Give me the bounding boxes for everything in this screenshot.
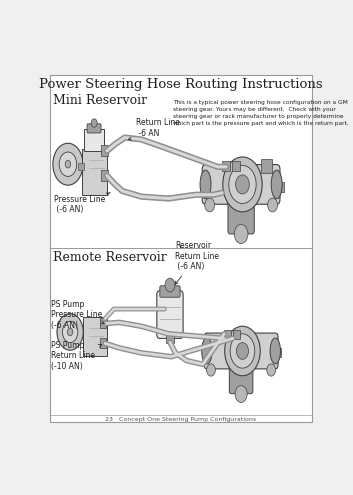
FancyBboxPatch shape bbox=[82, 148, 107, 195]
FancyBboxPatch shape bbox=[160, 286, 180, 297]
Text: Power Steering Hose Routing Instructions: Power Steering Hose Routing Instructions bbox=[39, 78, 323, 91]
Circle shape bbox=[235, 386, 247, 402]
Circle shape bbox=[230, 334, 255, 368]
FancyBboxPatch shape bbox=[84, 129, 104, 151]
Circle shape bbox=[53, 143, 83, 185]
Circle shape bbox=[205, 198, 215, 212]
FancyBboxPatch shape bbox=[202, 165, 280, 204]
Circle shape bbox=[237, 343, 249, 359]
FancyBboxPatch shape bbox=[157, 291, 183, 339]
FancyBboxPatch shape bbox=[83, 317, 107, 356]
Ellipse shape bbox=[270, 338, 281, 364]
FancyBboxPatch shape bbox=[100, 318, 106, 328]
Circle shape bbox=[65, 160, 71, 168]
FancyBboxPatch shape bbox=[101, 145, 108, 156]
FancyBboxPatch shape bbox=[228, 196, 254, 234]
FancyBboxPatch shape bbox=[100, 338, 106, 348]
Circle shape bbox=[57, 314, 83, 350]
FancyBboxPatch shape bbox=[166, 332, 174, 343]
FancyBboxPatch shape bbox=[275, 182, 283, 192]
Circle shape bbox=[207, 364, 215, 376]
Ellipse shape bbox=[271, 170, 282, 198]
Text: Reservoir
Return Line
 (-6 AN): Reservoir Return Line (-6 AN) bbox=[175, 241, 220, 285]
FancyBboxPatch shape bbox=[204, 333, 278, 369]
Text: Mini Reservoir: Mini Reservoir bbox=[53, 94, 147, 107]
Circle shape bbox=[268, 198, 277, 212]
Circle shape bbox=[165, 278, 175, 292]
Circle shape bbox=[67, 328, 73, 336]
FancyBboxPatch shape bbox=[87, 124, 101, 133]
FancyBboxPatch shape bbox=[222, 161, 230, 171]
Ellipse shape bbox=[200, 170, 211, 198]
Circle shape bbox=[236, 175, 249, 194]
FancyBboxPatch shape bbox=[233, 330, 240, 339]
Circle shape bbox=[267, 364, 276, 376]
Circle shape bbox=[62, 321, 78, 343]
FancyBboxPatch shape bbox=[223, 330, 231, 339]
FancyBboxPatch shape bbox=[101, 170, 108, 181]
Text: PS Pump
Pressure Line
(-6 AN): PS Pump Pressure Line (-6 AN) bbox=[51, 300, 105, 330]
Circle shape bbox=[234, 224, 248, 244]
Text: PS Pump
Return Line
(-10 AN): PS Pump Return Line (-10 AN) bbox=[51, 341, 102, 371]
FancyBboxPatch shape bbox=[78, 163, 84, 170]
Text: Return Line
 -6 AN: Return Line -6 AN bbox=[128, 118, 180, 140]
FancyBboxPatch shape bbox=[232, 161, 240, 171]
Text: 23   Concept One Steering Pump Configurations: 23 Concept One Steering Pump Configurati… bbox=[105, 417, 257, 422]
Circle shape bbox=[229, 165, 256, 203]
Circle shape bbox=[91, 119, 97, 127]
Text: Pressure Line
 (-6 AN): Pressure Line (-6 AN) bbox=[54, 193, 110, 214]
FancyBboxPatch shape bbox=[261, 159, 272, 173]
FancyBboxPatch shape bbox=[273, 348, 281, 357]
Text: Remote Reservoir: Remote Reservoir bbox=[53, 251, 167, 264]
Circle shape bbox=[59, 152, 77, 176]
Circle shape bbox=[225, 326, 260, 376]
Text: This is a typical power steering hose configuration on a GM
steering gear. Yours: This is a typical power steering hose co… bbox=[173, 100, 348, 126]
FancyBboxPatch shape bbox=[229, 361, 253, 394]
Ellipse shape bbox=[202, 338, 212, 364]
Circle shape bbox=[223, 157, 262, 212]
